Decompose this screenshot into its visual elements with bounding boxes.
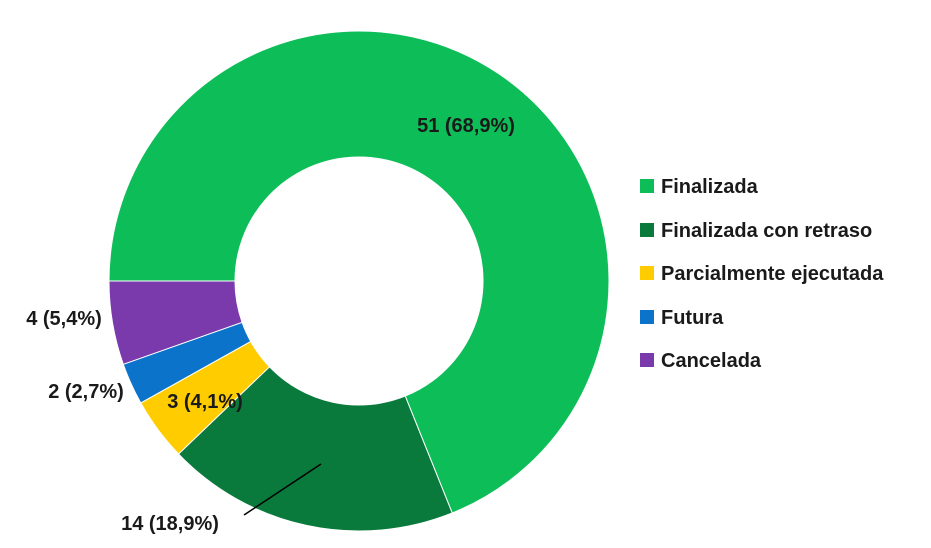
legend-label-finalizada: Finalizada	[661, 176, 759, 198]
data-label-futura: 2 (2,7%)	[48, 381, 124, 403]
slice-cancelada	[108, 280, 243, 365]
slice-finalizada-con-retraso	[177, 366, 453, 532]
data-label-cancelada: 4 (5,4%)	[26, 308, 102, 330]
data-labels: 51 (68,9%) 14 (18,9%) 3 (4,1%) 2 (2,7%) …	[26, 115, 515, 535]
legend-swatch-parcialmente-ejecutada	[640, 266, 654, 280]
legend-swatch-cancelada	[640, 353, 654, 367]
legend: Finalizada Finalizada con retraso Parcia…	[640, 176, 884, 372]
leader-line-finalizada-con-retraso	[243, 463, 322, 516]
legend-swatch-finalizada-con-retraso	[640, 223, 654, 237]
legend-swatch-futura	[640, 310, 654, 324]
data-label-finalizada-con-retraso: 14 (18,9%)	[121, 513, 219, 535]
legend-swatch-finalizada	[640, 179, 654, 193]
donut-slices	[108, 30, 610, 532]
legend-label-finalizada-con-retraso: Finalizada con retraso	[661, 220, 872, 242]
legend-label-parcialmente-ejecutada: Parcialmente ejecutada	[661, 263, 884, 285]
data-label-finalizada: 51 (68,9%)	[417, 115, 515, 137]
legend-label-cancelada: Cancelada	[661, 350, 762, 372]
legend-label-futura: Futura	[661, 307, 724, 329]
slice-finalizada	[108, 30, 610, 514]
data-label-parcialmente-ejecutada: 3 (4,1%)	[167, 391, 243, 413]
